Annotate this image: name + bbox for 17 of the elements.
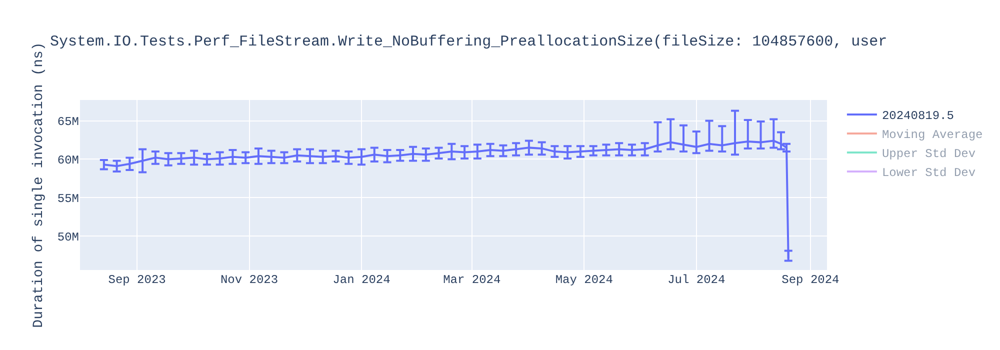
legend-label: 20240819.5 — [882, 109, 954, 124]
x-tick-label: Jul 2024 — [668, 273, 726, 287]
x-tick-label: Nov 2023 — [220, 273, 278, 287]
x-tick-label: Mar 2024 — [443, 273, 501, 287]
x-tick-label: May 2024 — [555, 273, 613, 287]
y-axis-title: Duration of single invocation (ns) — [31, 42, 47, 328]
x-tick-label: Sep 2023 — [108, 273, 166, 287]
y-tick-label: 60M — [57, 153, 79, 168]
y-tick-label: 55M — [57, 192, 79, 206]
legend-label: Lower Std Dev — [882, 166, 976, 180]
x-tick-label: Sep 2024 — [782, 273, 840, 287]
y-tick-label: 50M — [57, 230, 79, 244]
chart-title: System.IO.Tests.Perf_FileStream.Write_NoBuffering_PreallocationSize(fileSize: 104857600, user — [50, 34, 888, 50]
legend-label: Upper Std Dev — [882, 147, 976, 162]
x-tick-label: Jan 2024 — [332, 273, 390, 287]
legend-label: Moving Average — [882, 128, 983, 142]
y-tick-label: 65M — [57, 114, 79, 129]
